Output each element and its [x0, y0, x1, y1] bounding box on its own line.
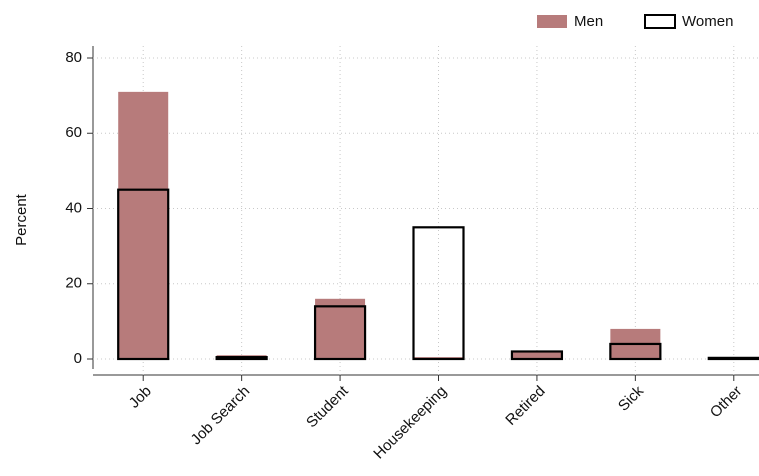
- y-tick-label: 60: [65, 124, 82, 141]
- x-tick-label: Job: [126, 383, 155, 412]
- y-axis-label: Percent: [13, 193, 30, 246]
- bar: [117, 188, 170, 361]
- legend-swatch: [537, 15, 567, 28]
- y-tick-label: 0: [74, 350, 82, 367]
- bar: [118, 91, 169, 360]
- legend-swatch: [644, 14, 676, 29]
- x-tick-label: Other: [707, 383, 746, 422]
- x-tick-label: Job Search: [188, 383, 254, 449]
- legend-label: Women: [682, 13, 733, 30]
- bar: [412, 226, 465, 361]
- y-tick-label: 20: [65, 275, 82, 292]
- legend-label: Men: [574, 13, 603, 30]
- x-tick-label: Housekeeping: [370, 383, 450, 463]
- bar: [510, 350, 564, 361]
- bar: [707, 356, 759, 361]
- bar: [315, 298, 366, 359]
- bar: [511, 351, 562, 359]
- x-tick-label: Sick: [615, 382, 647, 414]
- bar: [609, 342, 662, 361]
- y-tick-label: 40: [65, 199, 82, 216]
- x-tick-label: Student: [303, 382, 352, 431]
- bar: [215, 356, 268, 361]
- bar: [313, 305, 367, 361]
- x-tick-label: Retired: [502, 383, 548, 429]
- y-tick-label: 80: [65, 49, 82, 66]
